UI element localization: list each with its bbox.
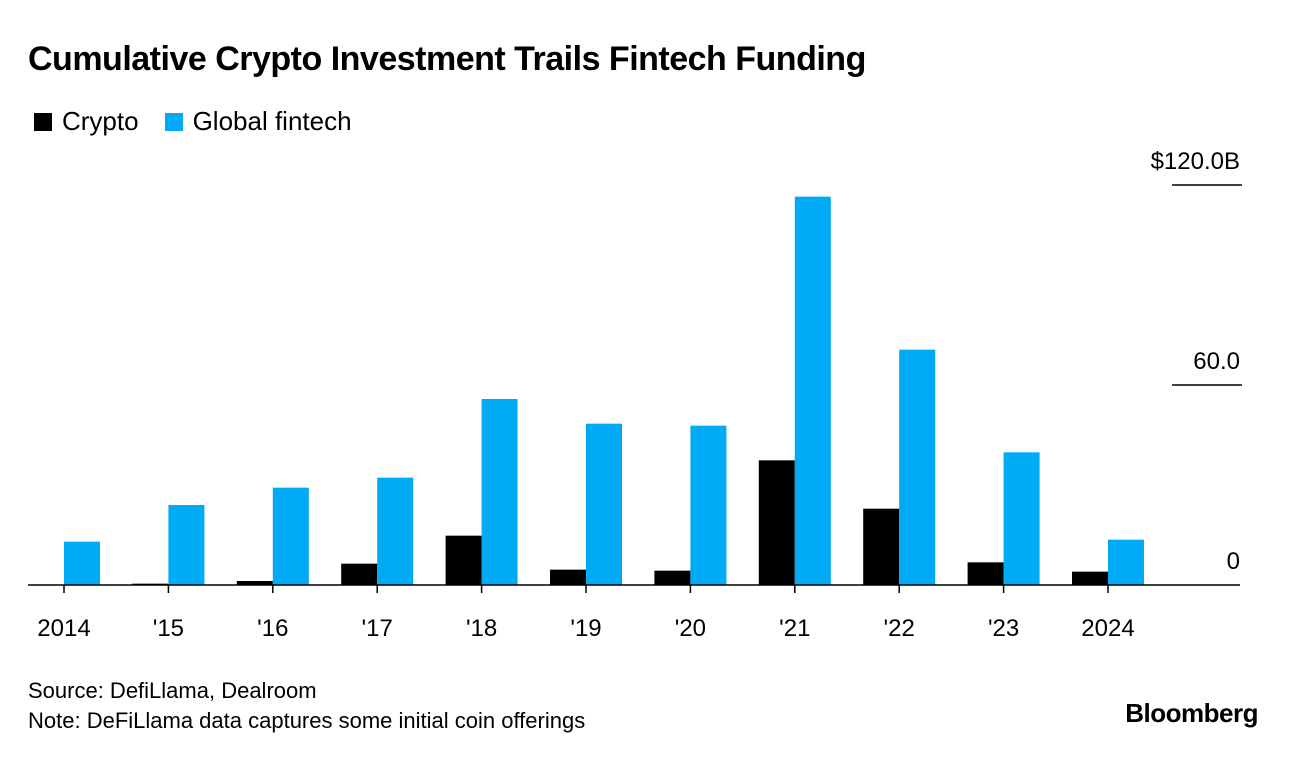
data-note: Note: DeFiLlama data captures some initi… <box>28 708 586 733</box>
bar-crypto <box>967 562 1004 585</box>
chart-footer: Source: DefiLlama, Dealroom Note: DeFiLl… <box>28 676 585 736</box>
chart-title: Cumulative Crypto Investment Trails Fint… <box>28 40 866 78</box>
x-tick-label: '15 <box>153 615 184 642</box>
bloomberg-logo: Bloomberg <box>1125 698 1258 728</box>
bar-global-fintech <box>272 487 309 585</box>
y-tick-label: $120.0B <box>1151 148 1240 175</box>
bar-global-fintech <box>377 477 414 585</box>
x-tick-label: '17 <box>362 615 393 642</box>
x-tick-label: '22 <box>884 615 915 642</box>
x-tick-label: '18 <box>466 615 497 642</box>
bar-crypto <box>341 563 378 585</box>
x-tick-label: 2024 <box>1081 615 1134 642</box>
bar-global-fintech <box>794 196 831 585</box>
bar-global-fintech <box>899 349 936 585</box>
legend-label-global-fintech: Global fintech <box>192 106 352 136</box>
bar-global-fintech <box>690 425 727 585</box>
bar-crypto <box>863 508 900 585</box>
legend: Crypto Global fintech <box>34 106 378 137</box>
x-tick-label: '21 <box>779 615 810 642</box>
legend-item-crypto: Crypto <box>34 106 139 137</box>
x-tick-label: '16 <box>257 615 288 642</box>
bar-global-fintech <box>64 541 100 585</box>
legend-item-global-fintech: Global fintech <box>164 106 352 137</box>
bar-global-fintech <box>168 505 205 585</box>
bar-crypto <box>445 535 482 585</box>
y-tick-label: 0 <box>1227 548 1240 575</box>
y-tick-label: 60.0 <box>1193 348 1240 375</box>
x-tick-label: '23 <box>988 615 1019 642</box>
bar-global-fintech <box>586 423 622 585</box>
bar-crypto <box>236 581 273 585</box>
bar-global-fintech <box>1108 539 1144 585</box>
legend-label-crypto: Crypto <box>62 106 139 136</box>
source-note: Source: DefiLlama, Dealroom <box>28 678 317 703</box>
bar-global-fintech <box>1003 452 1040 585</box>
bar-crypto <box>654 570 691 585</box>
legend-swatch-crypto <box>34 112 52 131</box>
x-tick-label: 2014 <box>37 615 90 642</box>
bar-crypto <box>550 569 586 585</box>
x-tick-label: '20 <box>675 615 706 642</box>
legend-swatch-global-fintech <box>164 112 183 131</box>
bar-crypto <box>1072 571 1108 585</box>
bar-global-fintech <box>481 399 518 585</box>
x-tick-label: '19 <box>570 615 601 642</box>
bar-crypto <box>758 460 795 585</box>
